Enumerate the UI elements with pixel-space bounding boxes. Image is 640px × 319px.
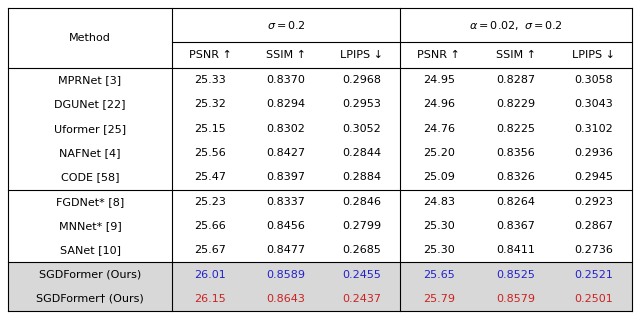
- Text: 0.8225: 0.8225: [497, 124, 536, 134]
- Text: 0.8411: 0.8411: [497, 245, 536, 255]
- Text: $\alpha = 0.02,\ \sigma = 0.2$: $\alpha = 0.02,\ \sigma = 0.2$: [469, 19, 563, 32]
- Text: 25.79: 25.79: [422, 294, 454, 304]
- Text: 25.66: 25.66: [194, 221, 226, 231]
- Text: 0.2968: 0.2968: [342, 75, 381, 85]
- Text: 0.8367: 0.8367: [497, 221, 536, 231]
- Text: 0.8326: 0.8326: [497, 172, 536, 182]
- Text: 25.47: 25.47: [194, 172, 226, 182]
- Text: PSNR ↑: PSNR ↑: [417, 50, 460, 60]
- Text: MPRNet [3]: MPRNet [3]: [58, 75, 122, 85]
- Text: LPIPS ↓: LPIPS ↓: [340, 50, 383, 60]
- Text: 0.2953: 0.2953: [342, 100, 381, 109]
- Text: 0.2923: 0.2923: [574, 197, 613, 207]
- Text: PSNR ↑: PSNR ↑: [189, 50, 232, 60]
- Text: 0.8264: 0.8264: [497, 197, 536, 207]
- Text: 0.2844: 0.2844: [342, 148, 381, 158]
- Text: CODE [58]: CODE [58]: [61, 172, 119, 182]
- Text: 0.8525: 0.8525: [497, 270, 536, 279]
- Text: 25.20: 25.20: [423, 148, 454, 158]
- Text: FGDNet* [8]: FGDNet* [8]: [56, 197, 124, 207]
- Text: 0.8356: 0.8356: [497, 148, 536, 158]
- Text: SSIM ↑: SSIM ↑: [496, 50, 536, 60]
- Text: 0.3052: 0.3052: [342, 124, 381, 134]
- Text: 0.8397: 0.8397: [266, 172, 305, 182]
- Text: 25.30: 25.30: [423, 245, 454, 255]
- Text: SANet [10]: SANet [10]: [60, 245, 120, 255]
- Text: 25.33: 25.33: [194, 75, 226, 85]
- Text: LPIPS ↓: LPIPS ↓: [572, 50, 615, 60]
- Text: 0.8579: 0.8579: [497, 294, 536, 304]
- Text: $\sigma = 0.2$: $\sigma = 0.2$: [267, 19, 305, 31]
- Text: 0.8643: 0.8643: [267, 294, 305, 304]
- Text: Method: Method: [69, 33, 111, 43]
- Text: 0.3043: 0.3043: [574, 100, 612, 109]
- Text: 0.2867: 0.2867: [574, 221, 613, 231]
- Text: 0.8294: 0.8294: [266, 100, 305, 109]
- Text: 0.2945: 0.2945: [574, 172, 613, 182]
- Text: MNNet* [9]: MNNet* [9]: [59, 221, 122, 231]
- Text: 0.8287: 0.8287: [497, 75, 536, 85]
- Text: SGDFormer (Ours): SGDFormer (Ours): [39, 270, 141, 279]
- Text: 0.2685: 0.2685: [342, 245, 381, 255]
- Text: DGUNet [22]: DGUNet [22]: [54, 100, 125, 109]
- Text: 0.2846: 0.2846: [342, 197, 381, 207]
- Text: 25.09: 25.09: [423, 172, 454, 182]
- Text: 24.83: 24.83: [422, 197, 454, 207]
- Text: 25.30: 25.30: [423, 221, 454, 231]
- Text: SSIM ↑: SSIM ↑: [266, 50, 306, 60]
- Text: 0.2799: 0.2799: [342, 221, 381, 231]
- Text: 25.67: 25.67: [194, 245, 226, 255]
- Text: 0.8589: 0.8589: [266, 270, 305, 279]
- Text: 0.2884: 0.2884: [342, 172, 381, 182]
- Text: 25.23: 25.23: [194, 197, 226, 207]
- Text: 0.2501: 0.2501: [574, 294, 612, 304]
- Text: 0.2736: 0.2736: [574, 245, 612, 255]
- Text: 25.56: 25.56: [194, 148, 226, 158]
- Text: 24.95: 24.95: [422, 75, 454, 85]
- Text: Uformer [25]: Uformer [25]: [54, 124, 126, 134]
- Text: 24.96: 24.96: [422, 100, 454, 109]
- Text: 0.8477: 0.8477: [266, 245, 305, 255]
- Text: 25.65: 25.65: [423, 270, 454, 279]
- Text: 0.3102: 0.3102: [574, 124, 612, 134]
- Text: 25.15: 25.15: [194, 124, 226, 134]
- Text: NAFNet [4]: NAFNet [4]: [60, 148, 121, 158]
- Text: 25.32: 25.32: [194, 100, 226, 109]
- Text: SGDFormer† (Ours): SGDFormer† (Ours): [36, 294, 144, 304]
- Text: 0.2437: 0.2437: [342, 294, 381, 304]
- Text: 0.2521: 0.2521: [574, 270, 612, 279]
- Text: 0.8456: 0.8456: [267, 221, 305, 231]
- Text: 0.8229: 0.8229: [497, 100, 536, 109]
- Text: 0.2455: 0.2455: [342, 270, 381, 279]
- Bar: [8, 263, 632, 311]
- Text: 26.01: 26.01: [194, 270, 226, 279]
- Text: 0.8302: 0.8302: [267, 124, 305, 134]
- Text: 0.8427: 0.8427: [266, 148, 305, 158]
- Text: 0.8370: 0.8370: [267, 75, 305, 85]
- Text: 0.8337: 0.8337: [267, 197, 305, 207]
- Text: 0.2936: 0.2936: [574, 148, 612, 158]
- Text: 24.76: 24.76: [422, 124, 454, 134]
- Text: 26.15: 26.15: [194, 294, 226, 304]
- Text: 0.3058: 0.3058: [574, 75, 612, 85]
